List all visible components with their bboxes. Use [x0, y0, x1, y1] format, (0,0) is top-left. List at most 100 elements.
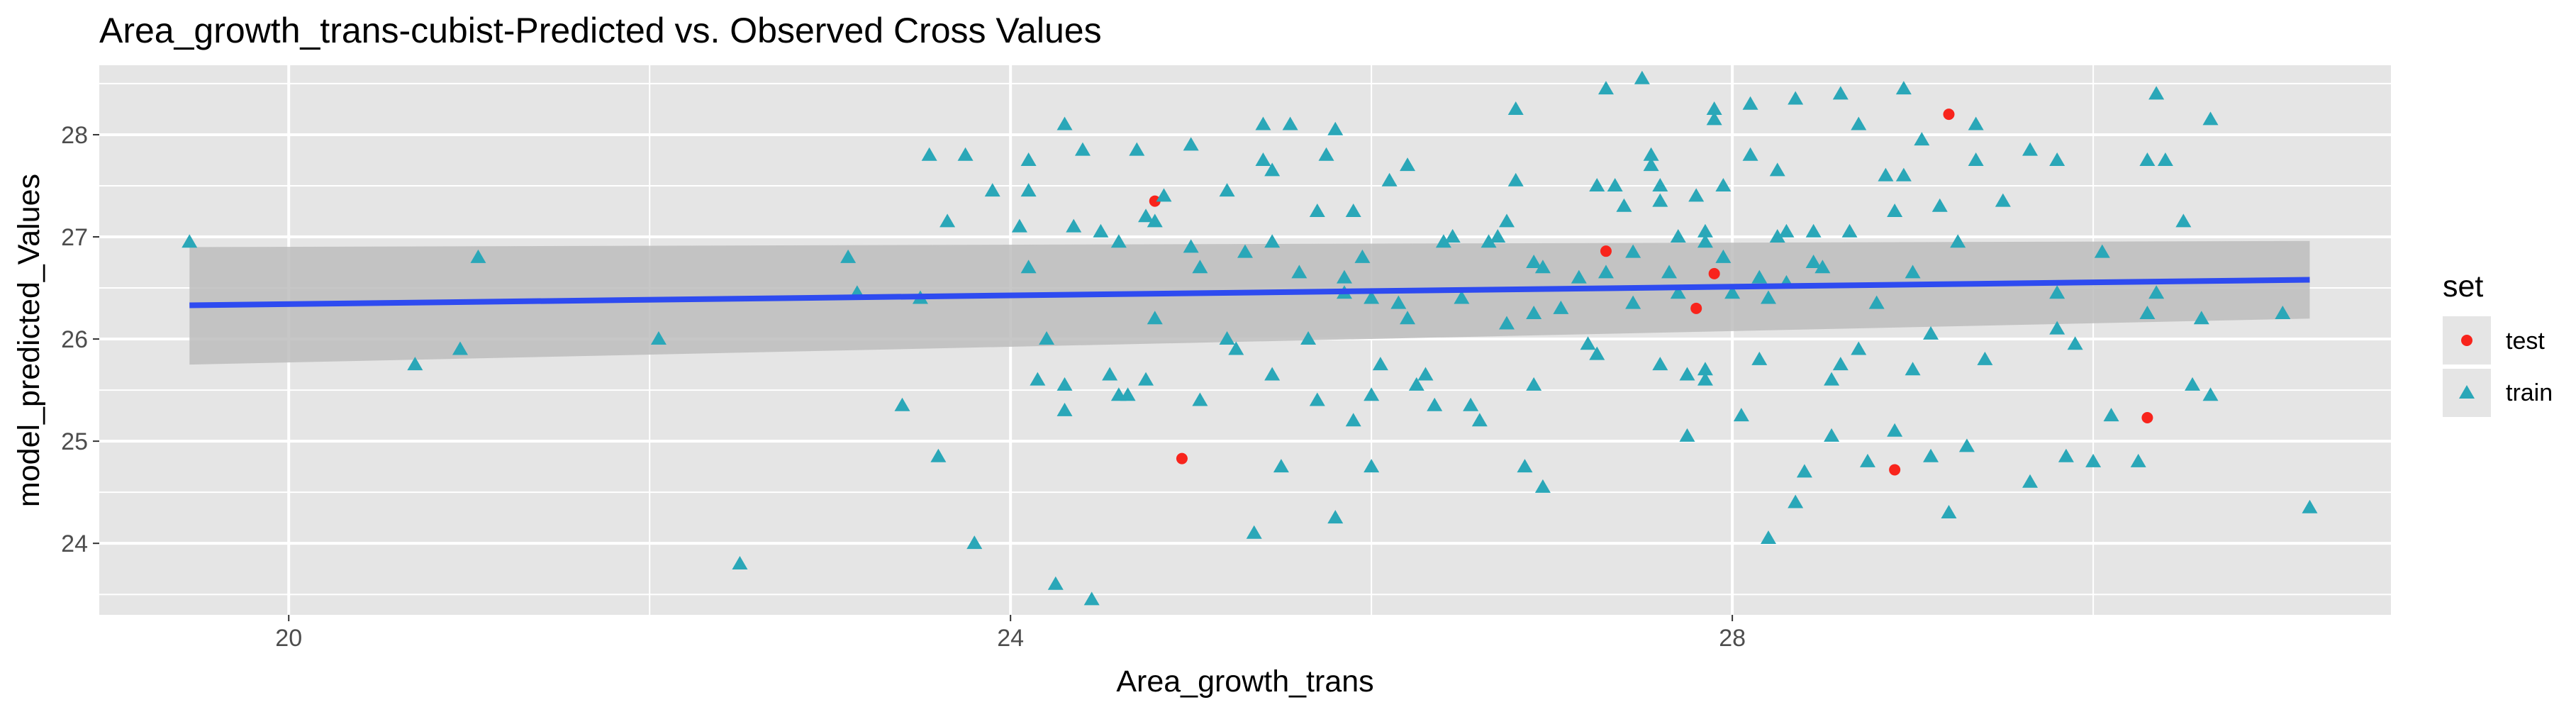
legend-title: set — [2443, 269, 2483, 304]
point-train — [1219, 331, 1235, 345]
point-train — [1047, 576, 1064, 590]
point-train — [1706, 111, 1722, 126]
point-train — [966, 535, 983, 550]
point-train — [1138, 208, 1154, 223]
point-train — [1805, 223, 1822, 238]
point-test — [1889, 464, 1901, 476]
point-train — [1733, 408, 1749, 422]
point-train — [1499, 213, 1515, 228]
point-test — [1708, 267, 1720, 279]
point-train — [1931, 198, 1948, 212]
point-train — [1679, 367, 1695, 381]
point-train — [1364, 290, 1380, 304]
point-train — [470, 249, 486, 263]
point-train — [1868, 295, 1885, 309]
point-train — [1887, 423, 1903, 437]
point-train — [1129, 142, 1145, 156]
point-train — [1878, 167, 1894, 182]
y-tick-label: 25 — [61, 428, 88, 455]
point-train — [1526, 306, 1542, 320]
point-train — [1444, 229, 1461, 243]
point-train — [2139, 152, 2156, 166]
point-train — [1589, 346, 1605, 360]
point-train — [1895, 81, 1912, 95]
x-tick-label: 24 — [997, 625, 1024, 652]
point-train — [2202, 387, 2219, 401]
point-train — [1102, 367, 1118, 381]
point-train — [1670, 285, 1686, 299]
point-train — [1851, 341, 1867, 355]
point-train — [1300, 331, 1317, 345]
point-train — [1517, 459, 1533, 473]
point-train — [1679, 428, 1695, 442]
point-train — [1859, 453, 1875, 467]
point-train — [1634, 70, 1650, 84]
point-train — [1652, 357, 1668, 371]
point-train — [1697, 372, 1713, 386]
point-train — [1408, 377, 1424, 391]
point-train — [1841, 223, 1858, 238]
point-train — [1237, 244, 1253, 258]
point-train — [1598, 265, 1614, 279]
point-test — [1176, 452, 1188, 465]
point-train — [1526, 377, 1542, 391]
legend-marker-train — [2459, 385, 2475, 399]
point-train — [1147, 311, 1163, 325]
point-train — [2139, 306, 2156, 320]
point-train — [2085, 453, 2102, 467]
point-train — [1056, 116, 1073, 130]
y-tick-label: 26 — [61, 326, 88, 353]
point-train — [1778, 223, 1795, 238]
point-train — [1309, 392, 1325, 406]
point-train — [1824, 428, 1840, 442]
point-train — [957, 147, 974, 161]
point-train — [1110, 234, 1127, 248]
point-train — [1534, 479, 1551, 493]
point-train — [1851, 116, 1867, 130]
point-train — [1364, 387, 1380, 401]
point-train — [1183, 239, 1199, 253]
point-train — [1291, 265, 1307, 279]
point-train — [2193, 311, 2209, 325]
chart-title: Area_growth_trans-cubist-Predicted vs. O… — [99, 11, 1102, 50]
x-axis-ticks: 20 24 28 — [275, 615, 1746, 652]
point-train — [1761, 530, 1777, 544]
point-train — [1417, 367, 1434, 381]
point-train — [1625, 244, 1641, 258]
point-train — [1923, 448, 1939, 462]
point-train — [1832, 86, 1849, 100]
point-train — [1318, 147, 1334, 161]
point-train — [1715, 177, 1732, 191]
point-train — [2302, 499, 2318, 513]
point-train — [1454, 290, 1470, 304]
point-train — [1011, 218, 1027, 233]
point-train — [1598, 81, 1614, 95]
point-train — [1327, 121, 1344, 135]
point-train — [1958, 438, 1975, 452]
point-train — [1020, 152, 1037, 166]
point-train — [984, 183, 1000, 197]
point-train — [1083, 591, 1100, 606]
point-train — [1309, 203, 1325, 217]
point-train — [1769, 229, 1785, 243]
point-train — [1400, 311, 1416, 325]
point-train — [1589, 177, 1605, 191]
point-train — [1020, 183, 1037, 197]
point-test — [1600, 245, 1612, 257]
point-train — [1264, 234, 1281, 248]
point-train — [939, 213, 956, 228]
legend-marker-test — [2461, 335, 2472, 346]
point-train — [2103, 408, 2119, 422]
point-train — [1796, 464, 1812, 478]
confidence-band-layer — [189, 240, 2310, 365]
point-train — [2130, 453, 2146, 467]
y-tick-label: 27 — [61, 224, 88, 251]
point-train — [1670, 229, 1686, 243]
point-train — [1093, 223, 1109, 238]
point-train — [1923, 326, 1939, 340]
data-points-layer — [182, 70, 2318, 606]
point-train — [1056, 402, 1073, 416]
point-train — [1156, 188, 1172, 202]
point-test — [1690, 302, 1702, 314]
